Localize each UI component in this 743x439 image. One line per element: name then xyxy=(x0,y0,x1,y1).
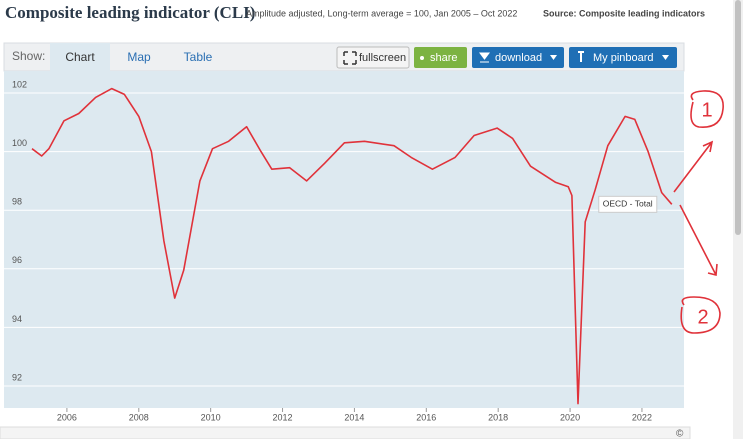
x-tick-label: 2016 xyxy=(416,412,436,422)
tab-active[interactable] xyxy=(50,43,110,72)
button-label[interactable]: share xyxy=(430,52,458,64)
button-label[interactable]: download xyxy=(495,52,542,64)
x-tick-label: 2022 xyxy=(632,412,652,422)
button-label[interactable]: My pinboard xyxy=(593,52,654,64)
dropdown-arrow xyxy=(550,55,557,60)
annotation-circle xyxy=(680,296,721,334)
scrollbar-thumb[interactable] xyxy=(735,0,741,235)
show-label: Show: xyxy=(12,49,45,63)
subtitle: Amplitude adjusted, Long-term average = … xyxy=(246,8,517,18)
x-tick-label: 2010 xyxy=(201,412,221,422)
copyright: © xyxy=(676,429,684,439)
y-tick-label: 98 xyxy=(12,197,22,207)
annotation-circle xyxy=(690,90,724,128)
download-button[interactable] xyxy=(472,47,564,68)
x-tick-label: 2008 xyxy=(129,412,149,422)
annotation-label: 2 xyxy=(697,306,708,328)
tooltip-label: OECD - Total xyxy=(603,199,653,209)
share-icon xyxy=(420,56,424,60)
y-tick-label: 92 xyxy=(12,372,22,382)
y-tick-label: 96 xyxy=(12,255,22,265)
y-tick-label: 102 xyxy=(12,79,27,89)
button-label[interactable]: fullscreen xyxy=(359,52,406,64)
tab[interactable]: Chart xyxy=(65,50,95,64)
tooltip xyxy=(598,195,658,213)
download-icon xyxy=(479,52,490,63)
plot-area xyxy=(4,71,684,408)
series-line xyxy=(31,87,673,405)
share-button[interactable] xyxy=(414,47,467,68)
x-tick-label: 2018 xyxy=(488,412,508,422)
x-tick-label: 2020 xyxy=(560,412,580,422)
chart: 92 94 96 98 100 102 2006 2008 2010 2012 2014 2016 20… xyxy=(4,79,684,422)
annotation-label: 1 xyxy=(701,99,712,121)
x-tick-label: 2006 xyxy=(57,412,77,422)
annotation-arrow xyxy=(679,204,718,277)
tab[interactable]: Table xyxy=(184,50,213,64)
tab[interactable]: Map xyxy=(127,50,151,64)
fullscreen-icon xyxy=(343,51,357,65)
footer-bar xyxy=(0,426,691,439)
dropdown-arrow xyxy=(662,55,669,60)
y-tick-label: 100 xyxy=(12,138,27,148)
annotation-arrow xyxy=(673,140,714,193)
x-tick-label: 2012 xyxy=(273,412,293,422)
y-tick-label: 94 xyxy=(12,314,22,324)
pin-icon xyxy=(578,51,584,62)
pinboard-button[interactable] xyxy=(569,47,677,68)
source: Source: Composite leading indicators xyxy=(543,8,705,18)
x-tick-label: 2014 xyxy=(344,412,364,422)
title: Composite leading indicator (CLI) xyxy=(5,3,255,22)
